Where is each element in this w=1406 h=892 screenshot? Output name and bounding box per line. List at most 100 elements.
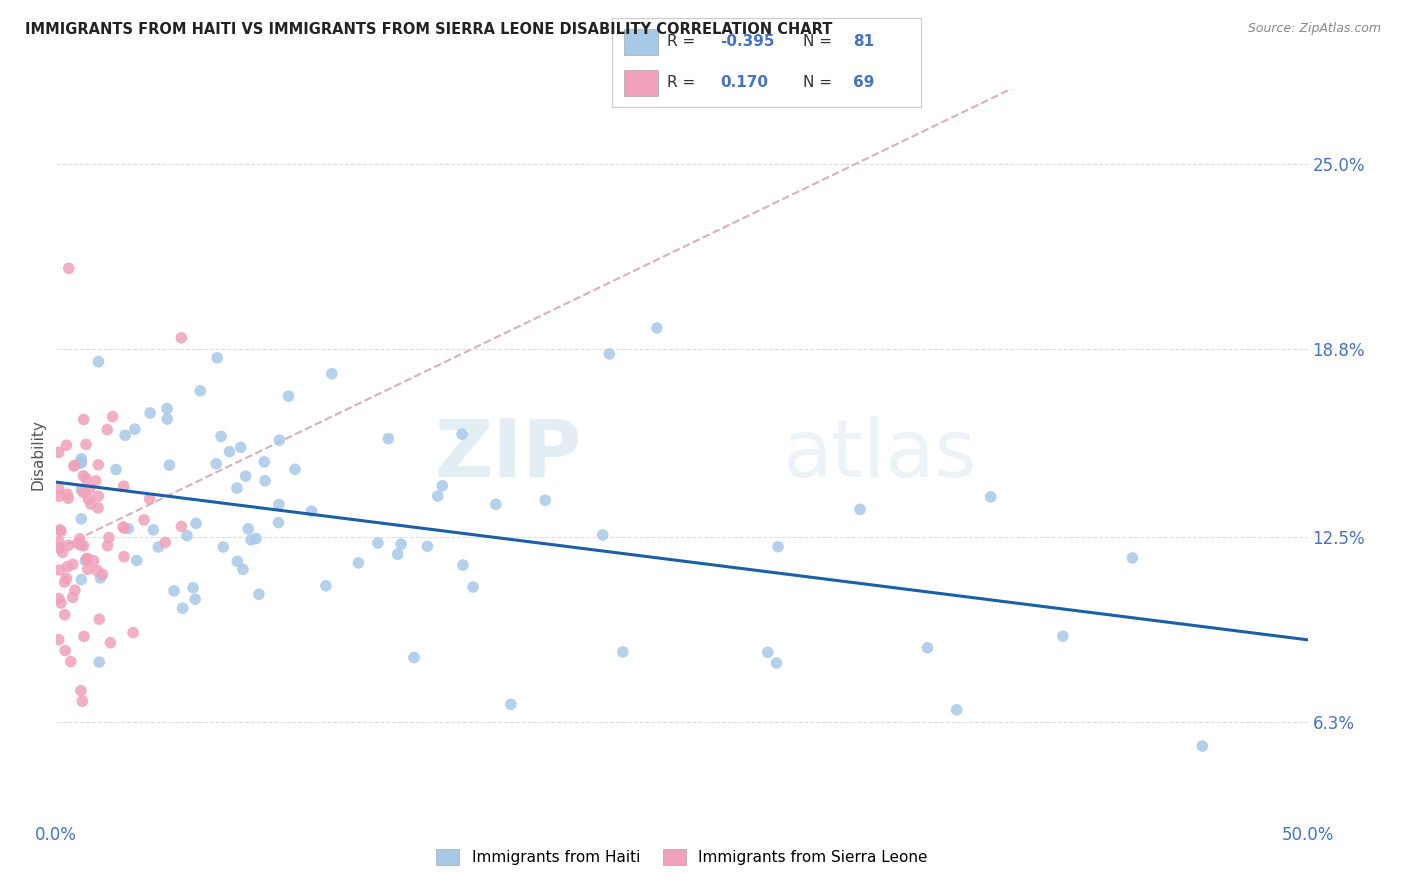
Point <box>1191 739 1213 753</box>
Point <box>240 533 263 547</box>
Point <box>387 547 409 561</box>
Point <box>76 551 98 566</box>
Point <box>284 462 307 476</box>
Point <box>112 549 135 564</box>
Point <box>49 524 72 539</box>
Point <box>267 516 290 530</box>
Point <box>139 406 162 420</box>
Point <box>612 645 634 659</box>
Point <box>70 455 93 469</box>
Point <box>69 532 91 546</box>
Point <box>451 427 474 442</box>
Point <box>48 482 70 496</box>
Text: 81: 81 <box>853 35 875 49</box>
Point <box>72 468 94 483</box>
Point <box>53 607 76 622</box>
Point <box>114 428 136 442</box>
Point <box>70 512 93 526</box>
Point <box>76 551 98 566</box>
Point <box>132 513 155 527</box>
Point <box>75 472 97 486</box>
Point <box>73 629 96 643</box>
Point <box>156 401 179 416</box>
Point <box>367 536 389 550</box>
Text: -0.395: -0.395 <box>720 35 775 49</box>
Point <box>277 389 299 403</box>
Point <box>124 422 146 436</box>
Point <box>72 412 94 426</box>
Text: Source: ZipAtlas.com: Source: ZipAtlas.com <box>1247 22 1381 36</box>
Point <box>218 444 240 458</box>
Point <box>79 481 101 495</box>
Point <box>48 445 70 459</box>
Point <box>70 573 93 587</box>
Point <box>89 571 111 585</box>
Point <box>209 429 232 443</box>
Point <box>89 655 111 669</box>
Point <box>254 474 277 488</box>
Point <box>485 497 508 511</box>
Point <box>377 432 399 446</box>
Point <box>56 487 79 501</box>
Legend: Immigrants from Haiti, Immigrants from Sierra Leone: Immigrants from Haiti, Immigrants from S… <box>430 843 934 871</box>
Text: atlas: atlas <box>782 416 976 494</box>
Text: N =: N = <box>803 35 832 49</box>
Text: R =: R = <box>668 76 696 90</box>
Point <box>63 458 86 473</box>
Point <box>48 541 70 555</box>
Point <box>125 553 148 567</box>
Bar <box>624 29 658 55</box>
Point <box>56 559 79 574</box>
Point <box>205 351 228 365</box>
Point <box>301 504 323 518</box>
Point <box>48 534 70 549</box>
Point <box>62 558 84 572</box>
Point <box>87 489 110 503</box>
Point <box>72 539 94 553</box>
Point <box>96 539 118 553</box>
Point <box>112 479 135 493</box>
Point <box>347 556 370 570</box>
Point <box>63 583 86 598</box>
Point <box>269 433 291 447</box>
Point <box>112 521 135 535</box>
Point <box>184 592 207 607</box>
Point <box>917 640 939 655</box>
Point <box>87 458 110 472</box>
Point <box>945 703 967 717</box>
Point <box>592 528 614 542</box>
Point <box>58 261 80 276</box>
Text: N =: N = <box>803 76 832 90</box>
Point <box>66 536 89 550</box>
Point <box>98 531 121 545</box>
Point <box>238 522 260 536</box>
Point <box>138 491 160 506</box>
Point <box>598 347 620 361</box>
Point <box>89 612 111 626</box>
Point <box>321 367 343 381</box>
Point <box>155 535 177 549</box>
Point <box>117 522 139 536</box>
Point <box>58 538 80 552</box>
Point <box>212 540 235 554</box>
Point <box>205 457 228 471</box>
Point <box>226 554 249 568</box>
Point <box>75 554 97 568</box>
Point <box>59 655 82 669</box>
Point <box>766 540 789 554</box>
Point <box>63 458 86 473</box>
Point <box>84 474 107 488</box>
Point <box>122 625 145 640</box>
Point <box>245 532 267 546</box>
Point <box>49 596 72 610</box>
Point <box>51 545 73 559</box>
Point <box>70 451 93 466</box>
Point <box>56 491 79 506</box>
Point <box>176 528 198 542</box>
Point <box>188 384 211 398</box>
Point <box>157 458 180 472</box>
Point <box>163 583 186 598</box>
Text: R =: R = <box>668 35 696 49</box>
Bar <box>624 70 658 96</box>
Point <box>315 579 337 593</box>
